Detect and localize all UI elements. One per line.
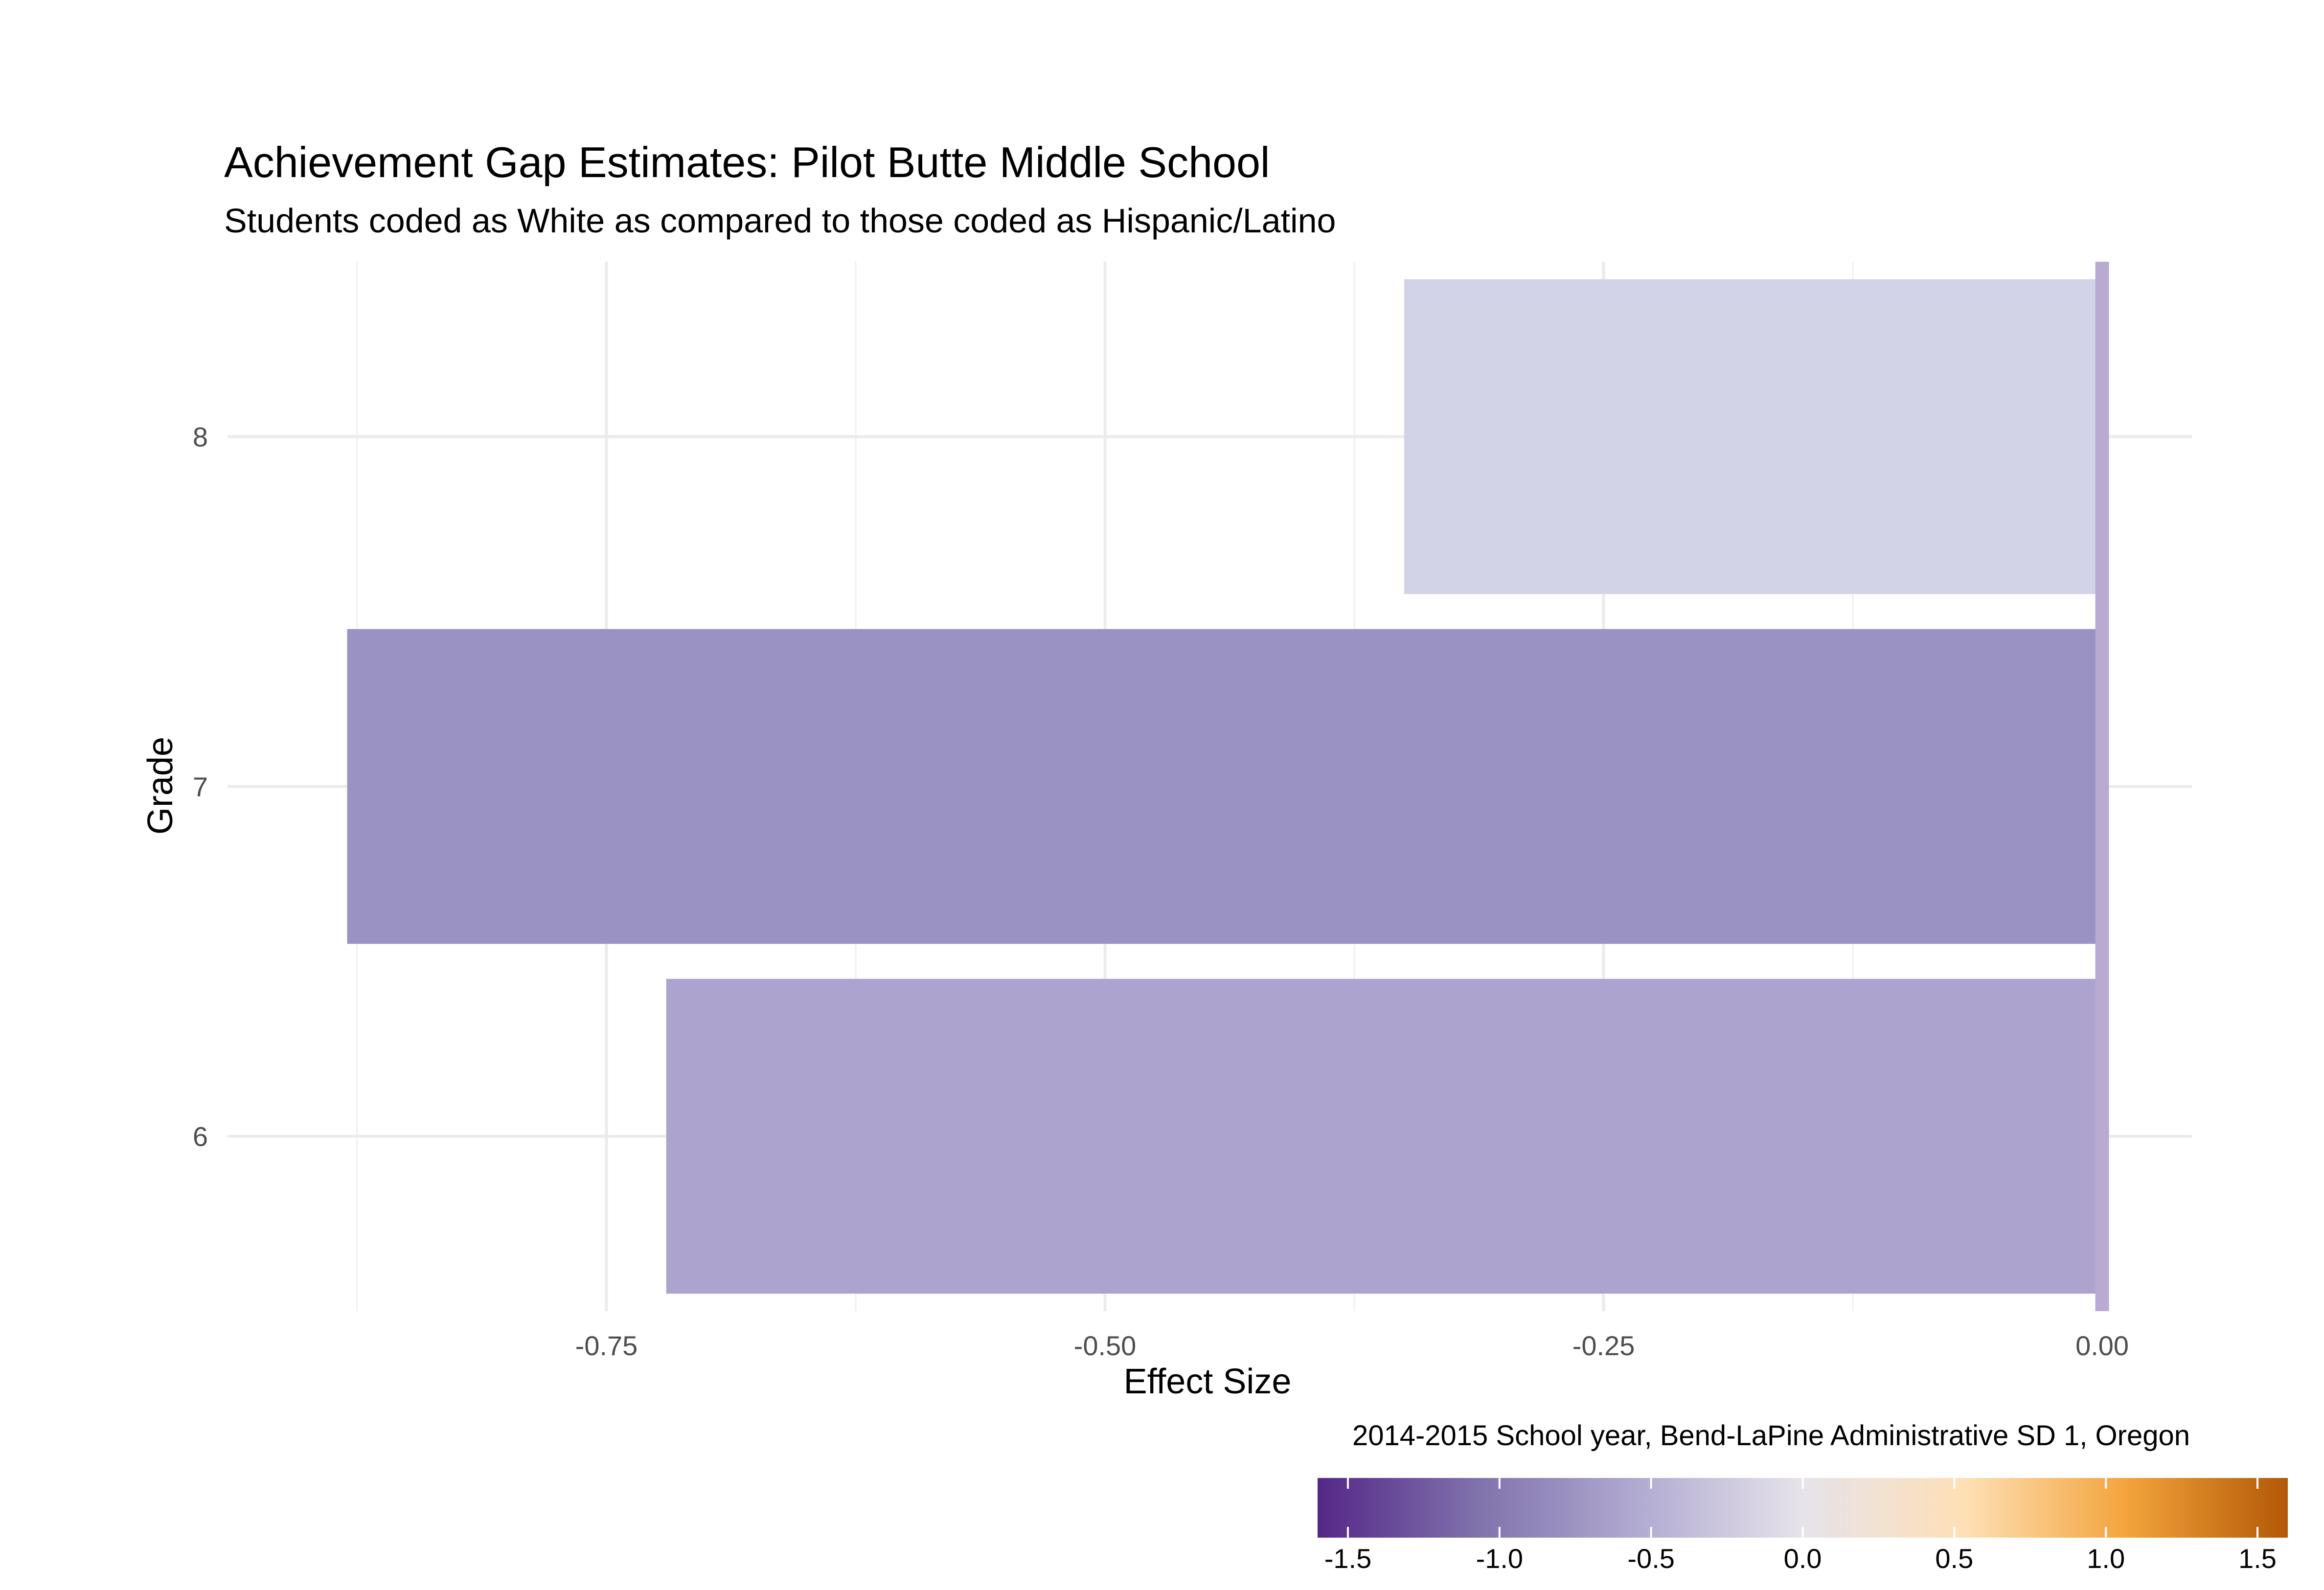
x-tick-label: -0.25	[1572, 1330, 1635, 1361]
y-tick-label: 7	[193, 772, 208, 802]
colorbar-tick-label: -0.5	[1627, 1543, 1675, 1574]
y-axis-title: Grade	[141, 737, 180, 835]
x-tick-label: -0.75	[575, 1330, 638, 1361]
chart-title: Achievement Gap Estimates: Pilot Butte M…	[224, 138, 1270, 186]
x-tick-label: -0.50	[1074, 1330, 1137, 1361]
x-axis-title: Effect Size	[1124, 1362, 1292, 1401]
colorbar-tick-label: -1.0	[1476, 1543, 1524, 1574]
colorbar-tick-label: 1.5	[2238, 1543, 2277, 1574]
bar-grade-7	[347, 629, 2102, 944]
bar-grade-6	[666, 978, 2102, 1294]
chart-subtitle: Students coded as White as compared to t…	[224, 202, 1336, 240]
reference-line-group	[2095, 262, 2109, 1311]
bar-grade-8	[1404, 279, 2102, 594]
x-tick-label: 0.00	[2075, 1330, 2129, 1361]
chart-caption: 2014-2015 School year, Bend-LaPine Admin…	[1352, 1420, 2190, 1452]
colorbar-tick-label: -1.5	[1324, 1543, 1372, 1574]
y-tick-label: 8	[193, 422, 208, 453]
y-tick-label: 6	[193, 1121, 208, 1152]
colorbar-tick-label: 0.5	[1935, 1543, 1973, 1574]
colorbar-tick-label: 1.0	[2087, 1543, 2125, 1574]
bars	[347, 279, 2102, 1294]
y-tick-labels: 6 7 8	[193, 422, 208, 1152]
x-tick-labels: -0.75 -0.50 -0.25 0.00	[575, 1330, 2129, 1361]
colorbar-ticks: -1.5 -1.0 -0.5 0.0 0.5 1.0 1.5	[1324, 1478, 2277, 1574]
colorbar-tick-label: 0.0	[1784, 1543, 1822, 1574]
zero-reference-line	[2095, 262, 2109, 1311]
colorbar-legend: -1.5 -1.0 -0.5 0.0 0.5 1.0 1.5	[1318, 1478, 2288, 1574]
